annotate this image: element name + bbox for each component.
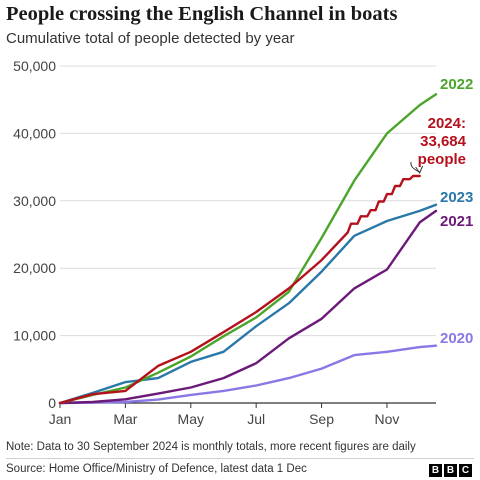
series-label-line: 2020: [440, 330, 473, 347]
series-label-line: 2022: [440, 76, 473, 93]
series-line-2023: [58, 203, 438, 405]
y-tick-label: 50,000: [13, 58, 56, 74]
series-label-2023: 2023: [440, 189, 473, 206]
chart-subtitle: Cumulative total of people detected by y…: [6, 30, 295, 47]
bbc-logo-letter: C: [459, 464, 472, 477]
series-line-2021: [58, 209, 438, 405]
x-tick-label: May: [178, 411, 204, 427]
y-tick-label: 40,000: [13, 125, 56, 141]
series-label-line: 2021: [440, 213, 473, 230]
series-label-line: 2023: [440, 189, 473, 206]
series-label-line: people: [418, 151, 466, 168]
y-tick-label: 30,000: [13, 193, 56, 209]
x-tick-label: Sep: [309, 411, 334, 427]
series-label-2024: 2024: 33,684 people: [418, 115, 467, 168]
chart-source: Source: Home Office/Ministry of Defence,…: [6, 463, 307, 475]
chart-title: People crossing the English Channel in b…: [6, 3, 398, 25]
annotation-arrowhead: [415, 165, 424, 175]
x-tick-label: Jan: [49, 411, 72, 427]
series-label-2022: 2022: [440, 76, 473, 93]
bbc-logo-letter: B: [444, 464, 457, 477]
footer-divider: [6, 458, 474, 459]
x-tick-label: Mar: [113, 411, 137, 427]
y-tick-label: 20,000: [13, 260, 56, 276]
x-tick-label: Jul: [247, 411, 265, 427]
chart-note: Note: Data to 30 September 2024 is month…: [6, 441, 416, 453]
series-label-2021: 2021: [440, 213, 473, 230]
series-line-2024: [58, 174, 421, 405]
series-line-2020: [58, 344, 438, 405]
series-line-2022: [58, 93, 438, 405]
x-tick-label: Nov: [375, 411, 400, 427]
series-label-line: 2024:: [428, 115, 466, 132]
y-tick-label: 10,000: [13, 328, 56, 344]
bbc-logo-letter: B: [429, 464, 442, 477]
series-label-line: 33,684: [420, 133, 467, 150]
series-label-2020: 2020: [440, 330, 473, 347]
bbc-logo: B B C: [429, 464, 472, 477]
y-tick-label: 0: [48, 395, 56, 411]
